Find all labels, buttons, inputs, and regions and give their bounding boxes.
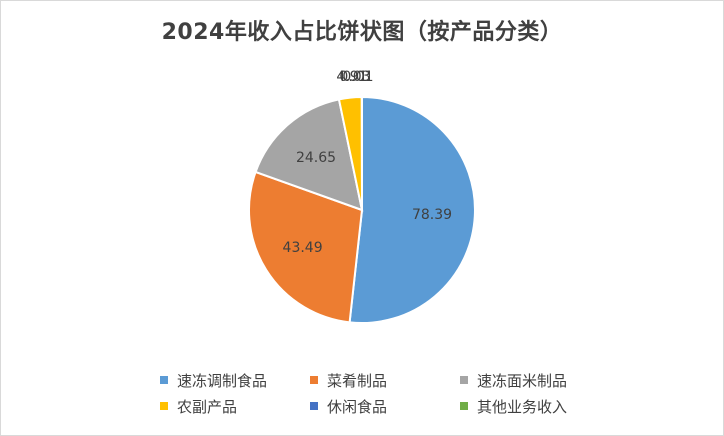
legend-item-2: 速冻面米制品 bbox=[460, 370, 610, 391]
legend-item-4: 休闲食品 bbox=[310, 396, 460, 417]
data-label-2: 24.65 bbox=[296, 150, 336, 166]
data-label-1: 43.49 bbox=[283, 240, 323, 256]
data-label-0: 78.39 bbox=[412, 207, 452, 223]
legend-label-0: 速冻调制食品 bbox=[177, 371, 268, 390]
data-label-4: 0.03 bbox=[339, 69, 370, 85]
legend-swatch-5 bbox=[460, 402, 468, 410]
legend-label-4: 休闲食品 bbox=[327, 397, 388, 416]
pie-slice-2 bbox=[254, 98, 364, 212]
legend: 速冻调制食品 菜肴制品 速冻面米制品 农副产品 休闲食品 其他业务收入 bbox=[160, 367, 620, 419]
legend-swatch-3 bbox=[160, 402, 168, 410]
legend-label-1: 菜肴制品 bbox=[327, 371, 388, 390]
legend-row: 速冻调制食品 菜肴制品 速冻面米制品 bbox=[160, 367, 620, 393]
legend-item-0: 速冻调制食品 bbox=[160, 370, 310, 391]
pie-slice-1 bbox=[248, 170, 364, 324]
legend-swatch-1 bbox=[310, 376, 318, 384]
legend-item-5: 其他业务收入 bbox=[460, 396, 610, 417]
chart-title: 2024年收入占比饼状图（按产品分类） bbox=[161, 20, 563, 45]
legend-label-3: 农副产品 bbox=[177, 397, 238, 416]
legend-swatch-4 bbox=[310, 402, 318, 410]
pie-slice-0 bbox=[348, 95, 476, 324]
legend-item-3: 农副产品 bbox=[160, 396, 310, 417]
legend-swatch-0 bbox=[160, 376, 168, 384]
data-label-5: 0.01 bbox=[342, 69, 373, 85]
legend-swatch-2 bbox=[460, 376, 468, 384]
legend-label-5: 其他业务收入 bbox=[477, 397, 568, 416]
pie-data-labels: 78.39 43.49 24.65 4.910.030.01 bbox=[283, 69, 452, 256]
pie-slices bbox=[248, 95, 476, 324]
legend-item-1: 菜肴制品 bbox=[310, 370, 460, 391]
legend-label-2: 速冻面米制品 bbox=[477, 371, 568, 390]
legend-row: 农副产品 休闲食品 其他业务收入 bbox=[160, 393, 620, 419]
data-label-3: 4.91 bbox=[336, 69, 367, 85]
